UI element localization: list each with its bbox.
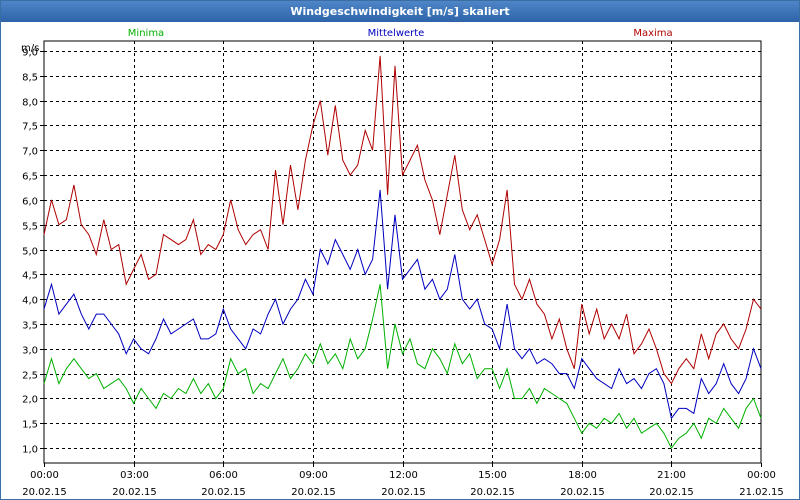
series-line-mittelwerte (43, 189, 762, 420)
x-tick-date: 21.02.15 (739, 487, 784, 498)
y-tick-label: 1,5 (22, 420, 38, 431)
x-tick-date: 20.02.15 (470, 487, 515, 498)
y-tick-label: 7,0 (22, 147, 38, 158)
x-tick-date: 20.02.15 (381, 487, 426, 498)
series-line-maxima (43, 55, 762, 385)
legend-maxima: Maxima (633, 28, 672, 39)
y-tick-label: 6,0 (22, 197, 38, 208)
y-tick-label: 4,5 (22, 271, 38, 282)
x-tick-time: 09:00 (299, 470, 328, 481)
x-tick-date: 20.02.15 (560, 487, 605, 498)
x-tick-date: 20.02.15 (112, 487, 157, 498)
window-title: Windgeschwindigkeit [m/s] skaliert (1, 1, 799, 22)
x-tick-time: 06:00 (209, 470, 238, 481)
x-tick-date: 20.02.15 (22, 487, 67, 498)
x-tick-time: 18:00 (568, 470, 597, 481)
x-tick-date: 20.02.15 (291, 487, 336, 498)
y-tick-label: 2,0 (22, 395, 38, 406)
legend-minima: Minima (128, 28, 164, 39)
y-tick-label: 3,0 (22, 346, 38, 357)
y-tick-label: 2,5 (22, 371, 38, 382)
x-tick-date: 20.02.15 (201, 487, 246, 498)
y-tick-label: 5,5 (22, 222, 38, 233)
series-line-minima (43, 284, 762, 450)
y-tick-label: 8,5 (22, 73, 38, 84)
y-axis-label: m/s (21, 43, 39, 54)
y-tick-label: 7,5 (22, 122, 38, 133)
y-tick-label: 1,0 (22, 445, 38, 456)
y-tick-label: 3,5 (22, 321, 38, 332)
legend-mittelwerte: Mittelwerte (368, 28, 425, 39)
x-tick-time: 00:00 (747, 470, 776, 481)
y-tick-label: 8,0 (22, 98, 38, 109)
x-tick-date: 20.02.15 (649, 487, 694, 498)
y-tick-label: 5,0 (22, 247, 38, 258)
x-tick-time: 00:00 (30, 470, 59, 481)
x-tick-time: 21:00 (657, 470, 686, 481)
plot-area (43, 40, 762, 464)
chart-canvas: 1,0 1,5 2,0 2,5 3,0 3,5 4,0 4,5 5,0 5,5 6,0 6,5 7,0 7… (21, 28, 784, 498)
x-tick-time: 12:00 (389, 470, 418, 481)
y-tick-label: 9,0 (22, 48, 38, 59)
y-tick-label: 4,0 (22, 296, 38, 307)
y-tick-label: 6,5 (22, 172, 38, 183)
x-tick-time: 03:00 (120, 470, 149, 481)
x-tick-time: 15:00 (478, 470, 507, 481)
